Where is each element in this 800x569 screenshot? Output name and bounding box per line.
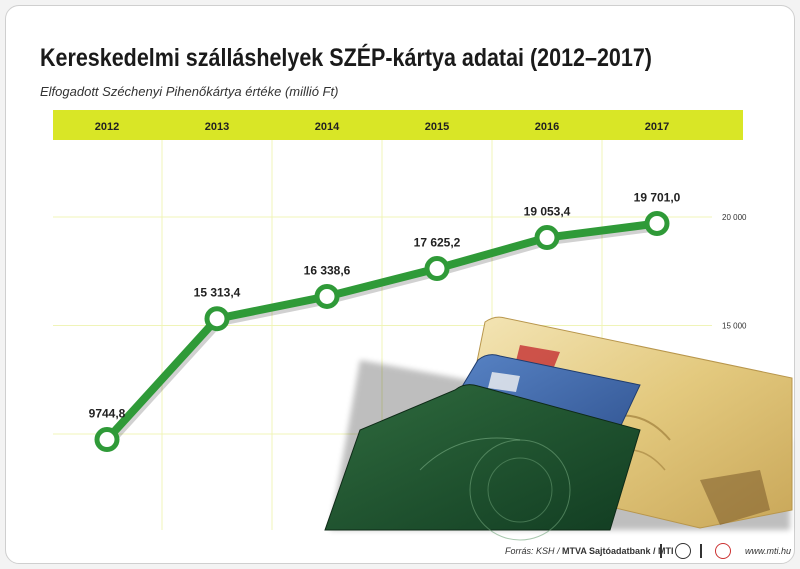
chart-subtitle: Elfogadott Széchenyi Pihenőkártya értéke… [40, 84, 339, 99]
y-tick-label: 15 000 [722, 322, 747, 331]
x-tick-label: 2015 [425, 121, 449, 133]
series-line [94, 210, 670, 453]
x-tick-label: 2016 [535, 121, 559, 133]
data-label: 17 625,2 [414, 236, 461, 250]
data-labels: 9744,8 15 313,4 16 338,6 17 625,2 19 053,4 19… [89, 190, 681, 420]
data-point [94, 427, 120, 453]
footer: Forrás: KSH / MTVA Sajtóadatbank / MTI w… [470, 543, 792, 561]
data-label: 16 338,6 [304, 263, 351, 277]
mti-logo-icon [715, 543, 731, 559]
data-point [314, 283, 340, 309]
x-tick-label: 2012 [95, 121, 119, 133]
x-tick-label: 2017 [645, 121, 669, 133]
mtva-logo-icon [675, 543, 691, 559]
data-point [644, 210, 670, 236]
x-tick-label: 2014 [315, 121, 340, 133]
data-point [424, 256, 450, 282]
data-point [534, 225, 560, 251]
chart-title: Kereskedelmi szálláshelyek SZÉP-kártya a… [40, 44, 652, 72]
y-tick-label: 20 000 [722, 213, 747, 222]
year-band [53, 110, 743, 140]
footer-source: Forrás: KSH / MTVA Sajtóadatbank / MTI [505, 546, 674, 556]
footer-source-label: Forrás: KSH / [505, 546, 563, 556]
footer-divider [700, 544, 702, 558]
footer-agency: MTVA Sajtóadatbank / MTI [562, 546, 674, 556]
data-point [204, 306, 230, 332]
data-label: 15 313,4 [194, 286, 241, 300]
series-line-path [103, 219, 661, 444]
footer-divider [660, 544, 662, 558]
x-axis-ticks: 2012 2013 2014 2015 2016 2017 [95, 121, 669, 133]
x-tick-label: 2013 [205, 121, 229, 133]
szep-card-image [324, 316, 793, 541]
data-label: 19 701,0 [634, 190, 681, 204]
data-label: 9744,8 [89, 407, 126, 421]
data-label: 19 053,4 [524, 205, 571, 219]
footer-website: www.mti.hu [745, 546, 792, 556]
